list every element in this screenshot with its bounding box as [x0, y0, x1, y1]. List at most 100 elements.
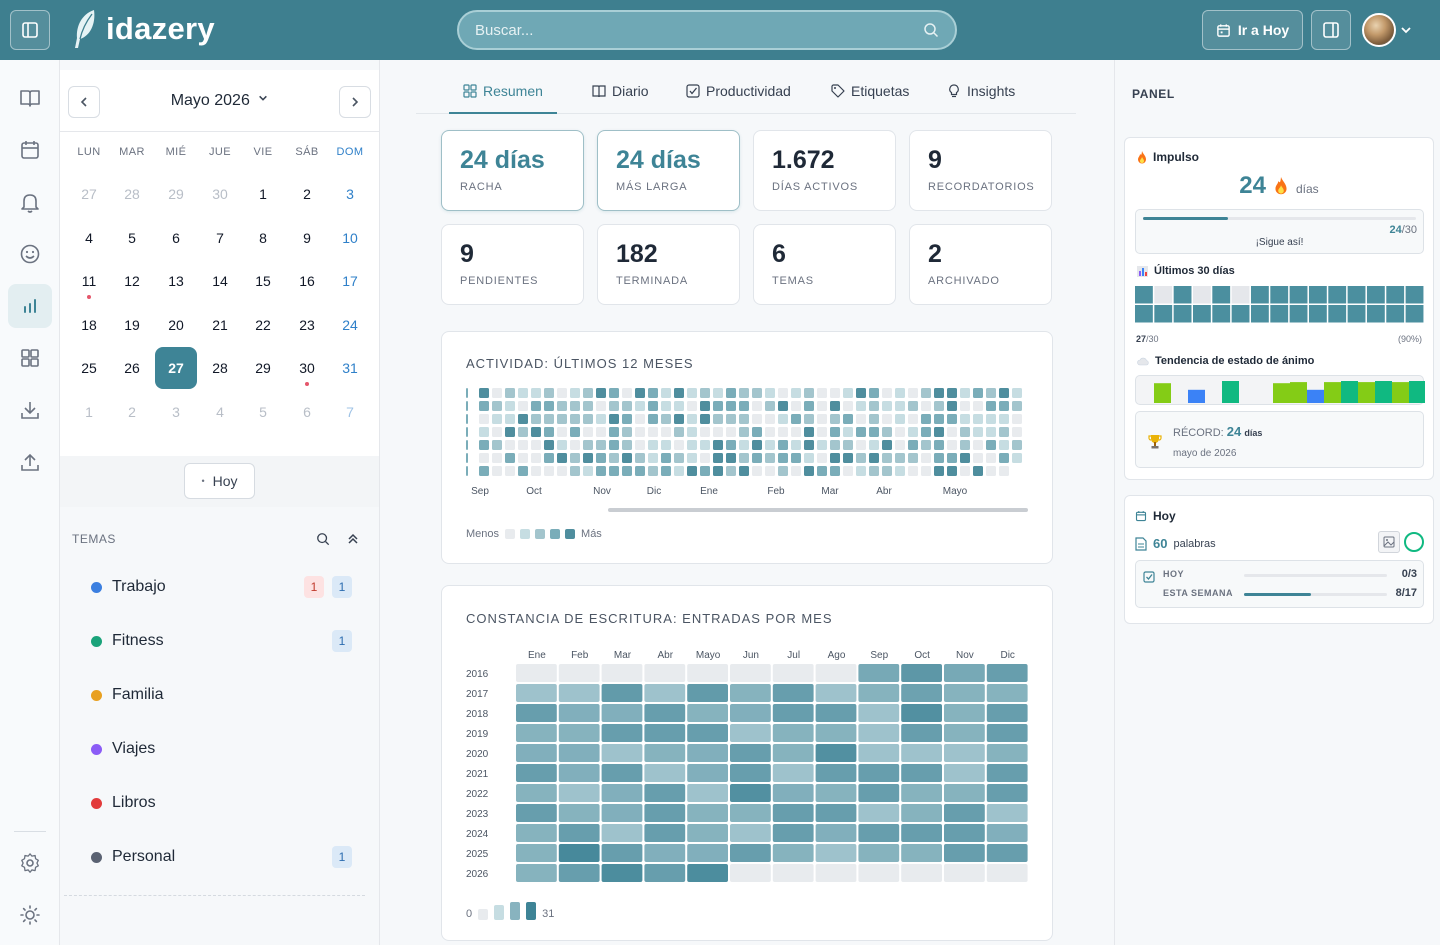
activity-day-cell[interactable]: [726, 401, 736, 411]
activity-day-cell[interactable]: [1012, 427, 1022, 437]
activity-day-cell[interactable]: [726, 427, 736, 437]
activity-day-cell[interactable]: [635, 388, 645, 398]
activity-day-cell[interactable]: [648, 466, 658, 476]
calendar-day[interactable]: 2: [111, 391, 153, 433]
heatmap-cell[interactable]: [644, 744, 686, 762]
activity-day-cell[interactable]: [570, 466, 580, 476]
activity-day-cell[interactable]: [583, 414, 593, 424]
activity-day-cell[interactable]: [791, 453, 801, 463]
activity-day-cell[interactable]: [908, 414, 918, 424]
activity-day-cell[interactable]: [791, 466, 801, 476]
activity-day-cell[interactable]: [739, 414, 749, 424]
activity-day-cell[interactable]: [830, 427, 840, 437]
activity-day-cell[interactable]: [544, 453, 554, 463]
activity-day-cell[interactable]: [921, 440, 931, 450]
activity-day-cell[interactable]: [804, 427, 814, 437]
activity-day-cell[interactable]: [765, 427, 775, 437]
activity-day-cell[interactable]: [804, 440, 814, 450]
heatmap-cell[interactable]: [730, 664, 771, 682]
activity-day-cell[interactable]: [739, 440, 749, 450]
activity-day-cell[interactable]: [960, 388, 970, 398]
activity-day-cell[interactable]: [466, 453, 468, 463]
tema-item[interactable]: Libros: [60, 781, 379, 825]
calendar-day[interactable]: 5: [111, 217, 153, 259]
heatmap-cell[interactable]: [558, 664, 600, 682]
activity-day-cell[interactable]: [648, 401, 658, 411]
activity-day-cell[interactable]: [908, 401, 918, 411]
activity-day-cell[interactable]: [921, 453, 931, 463]
activity-day-cell[interactable]: [466, 388, 468, 398]
activity-day-cell[interactable]: [544, 440, 554, 450]
activity-day-cell[interactable]: [856, 427, 866, 437]
activity-day-cell[interactable]: [778, 466, 788, 476]
heatmap-cell[interactable]: [944, 784, 985, 802]
activity-day-cell[interactable]: [492, 466, 502, 476]
activity-day-cell[interactable]: [986, 388, 996, 398]
activity-day-cell[interactable]: [713, 466, 723, 476]
calendar-day[interactable]: 8: [242, 217, 284, 259]
activity-day-cell[interactable]: [960, 453, 970, 463]
heatmap-cell[interactable]: [772, 864, 814, 882]
activity-day-cell[interactable]: [921, 388, 931, 398]
stat-card[interactable]: 2 ARCHIVADO: [909, 224, 1052, 305]
heatmap-cell[interactable]: [986, 724, 1028, 742]
activity-day-cell[interactable]: [921, 466, 931, 476]
activity-day-cell[interactable]: [999, 440, 1009, 450]
tema-item[interactable]: Personal 1: [60, 835, 379, 879]
activity-day-cell[interactable]: [713, 427, 723, 437]
activity-day-cell[interactable]: [817, 401, 827, 411]
activity-day-cell[interactable]: [895, 466, 905, 476]
activity-day-cell[interactable]: [882, 453, 892, 463]
rail-calendar[interactable]: [8, 128, 52, 172]
activity-day-cell[interactable]: [479, 453, 489, 463]
chevron-down-icon[interactable]: [1400, 24, 1412, 36]
activity-day-cell[interactable]: [921, 427, 931, 437]
activity-day-cell[interactable]: [765, 453, 775, 463]
activity-day-cell[interactable]: [869, 453, 879, 463]
heatmap-cell[interactable]: [644, 864, 686, 882]
activity-day-cell[interactable]: [492, 388, 502, 398]
heatmap-cell[interactable]: [558, 784, 600, 802]
activity-day-cell[interactable]: [1012, 453, 1022, 463]
calendar-day[interactable]: 10: [329, 217, 371, 259]
activity-day-cell[interactable]: [882, 401, 892, 411]
activity-day-cell[interactable]: [908, 440, 918, 450]
activity-day-cell[interactable]: [661, 388, 671, 398]
calendar-day[interactable]: 28: [111, 173, 153, 215]
heatmap-cell[interactable]: [687, 764, 728, 782]
activity-day-cell[interactable]: [713, 414, 723, 424]
heatmap-cell[interactable]: [772, 784, 814, 802]
activity-day-cell[interactable]: [687, 401, 697, 411]
heatmap-cell[interactable]: [944, 844, 985, 862]
activity-day-cell[interactable]: [557, 466, 567, 476]
heatmap-cell[interactable]: [901, 824, 942, 842]
heatmap-cell[interactable]: [944, 824, 985, 842]
heatmap-cell[interactable]: [944, 804, 985, 822]
heatmap-cell[interactable]: [687, 724, 728, 742]
activity-day-cell[interactable]: [726, 466, 736, 476]
heatmap-cell[interactable]: [986, 804, 1028, 822]
activity-day-cell[interactable]: [466, 466, 468, 476]
search-icon[interactable]: [923, 22, 939, 38]
activity-day-cell[interactable]: [882, 388, 892, 398]
activity-day-cell[interactable]: [882, 466, 892, 476]
heatmap-cell[interactable]: [772, 804, 814, 822]
activity-day-cell[interactable]: [557, 440, 567, 450]
activity-day-cell[interactable]: [882, 414, 892, 424]
calendar-day[interactable]: 15: [242, 260, 284, 302]
heatmap-cell[interactable]: [986, 764, 1028, 782]
rail-dashboard[interactable]: [8, 336, 52, 380]
activity-day-cell[interactable]: [544, 414, 554, 424]
calendar-day[interactable]: 29: [242, 347, 284, 389]
heatmap-cell[interactable]: [901, 684, 942, 702]
activity-day-cell[interactable]: [505, 388, 515, 398]
activity-day-cell[interactable]: [973, 414, 983, 424]
tema-item[interactable]: Viajes: [60, 727, 379, 771]
activity-day-cell[interactable]: [687, 414, 697, 424]
activity-day-cell[interactable]: [609, 427, 619, 437]
today-button[interactable]: • Hoy: [184, 463, 255, 499]
heatmap-cell[interactable]: [986, 824, 1028, 842]
panel-toggle-button[interactable]: [1311, 10, 1351, 50]
calendar-day[interactable]: 26: [111, 347, 153, 389]
heatmap-cell[interactable]: [858, 724, 900, 742]
